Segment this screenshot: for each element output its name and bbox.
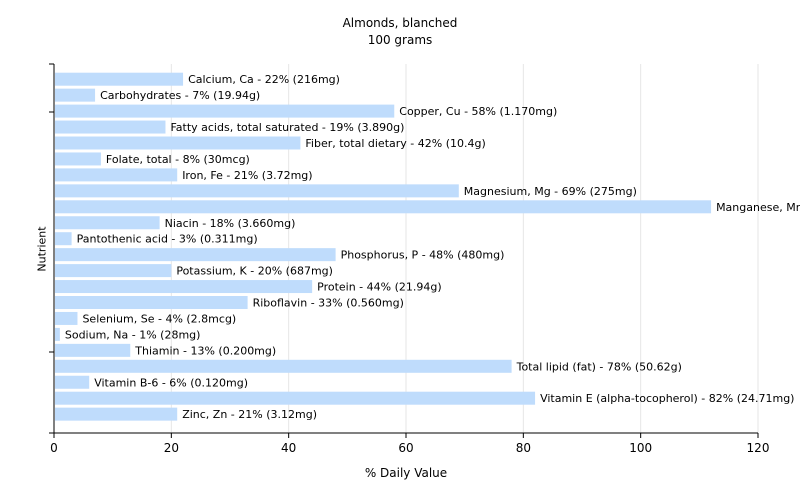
bar bbox=[55, 311, 78, 325]
bar bbox=[55, 184, 459, 198]
bar bbox=[55, 200, 712, 214]
bar-label: Carbohydrates - 7% (19.94g) bbox=[100, 89, 260, 102]
bar-label: Zinc, Zn - 21% (3.12mg) bbox=[182, 408, 317, 421]
bar bbox=[55, 407, 178, 421]
x-tick-label: 120 bbox=[747, 441, 770, 455]
bar-label: Potassium, K - 20% (687mg) bbox=[176, 265, 333, 278]
bar-label: Sodium, Na - 1% (28mg) bbox=[65, 328, 201, 341]
bar-label: Riboflavin - 33% (0.560mg) bbox=[253, 297, 404, 310]
bar-label: Niacin - 18% (3.660mg) bbox=[165, 217, 296, 230]
bar bbox=[55, 391, 536, 405]
bar bbox=[55, 375, 90, 389]
bar bbox=[55, 72, 184, 86]
bar-label: Manganese, Mn - 112% (2.240mg) bbox=[716, 201, 800, 214]
bar-label: Folate, total - 8% (30mcg) bbox=[106, 153, 250, 166]
bar-label: Copper, Cu - 58% (1.170mg) bbox=[399, 105, 557, 118]
x-tick-label: 0 bbox=[50, 441, 58, 455]
bar bbox=[55, 248, 336, 262]
bar-label: Vitamin E (alpha-tocopherol) - 82% (24.7… bbox=[540, 392, 794, 405]
bar-label: Iron, Fe - 21% (3.72mg) bbox=[182, 169, 312, 182]
bar-label: Selenium, Se - 4% (2.8mcg) bbox=[82, 312, 236, 325]
bar bbox=[55, 296, 248, 309]
bar bbox=[55, 168, 178, 182]
bar bbox=[55, 136, 301, 150]
bar bbox=[55, 327, 60, 341]
bar bbox=[55, 359, 512, 373]
bar-label: Thiamin - 13% (0.200mg) bbox=[134, 344, 276, 357]
x-tick-label: 80 bbox=[516, 441, 531, 455]
bar-label: Fiber, total dietary - 42% (10.4g) bbox=[305, 137, 485, 150]
bar-label: Magnesium, Mg - 69% (275mg) bbox=[464, 185, 637, 198]
bar-label: Vitamin B-6 - 6% (0.120mg) bbox=[94, 376, 248, 389]
x-tick-label: 40 bbox=[281, 441, 296, 455]
bar bbox=[55, 216, 160, 230]
bar bbox=[55, 104, 395, 118]
bar bbox=[55, 264, 172, 278]
bar bbox=[55, 88, 96, 102]
bar bbox=[55, 152, 101, 166]
chart-title: Almonds, blanched bbox=[342, 16, 458, 30]
x-tick-label: 20 bbox=[164, 441, 179, 455]
y-axis-label: Nutrient bbox=[35, 226, 49, 272]
x-axis-label: % Daily Value bbox=[364, 466, 448, 480]
x-tick-label: 100 bbox=[629, 441, 652, 455]
bar-label: Calcium, Ca - 22% (216mg) bbox=[188, 73, 340, 86]
bar bbox=[55, 280, 313, 294]
bar bbox=[55, 120, 166, 134]
x-tick-label: 60 bbox=[398, 441, 413, 455]
bar-label: Pantothenic acid - 3% (0.311mg) bbox=[77, 233, 258, 246]
bar-label: Fatty acids, total saturated - 19% (3.89… bbox=[170, 121, 404, 134]
bar bbox=[55, 343, 131, 357]
bar-label: Protein - 44% (21.94g) bbox=[317, 281, 442, 294]
bar-label: Total lipid (fat) - 78% (50.62g) bbox=[516, 360, 682, 373]
chart-subtitle: 100 grams bbox=[367, 33, 433, 47]
bar-label: Phosphorus, P - 48% (480mg) bbox=[341, 249, 505, 262]
bar bbox=[55, 232, 72, 246]
